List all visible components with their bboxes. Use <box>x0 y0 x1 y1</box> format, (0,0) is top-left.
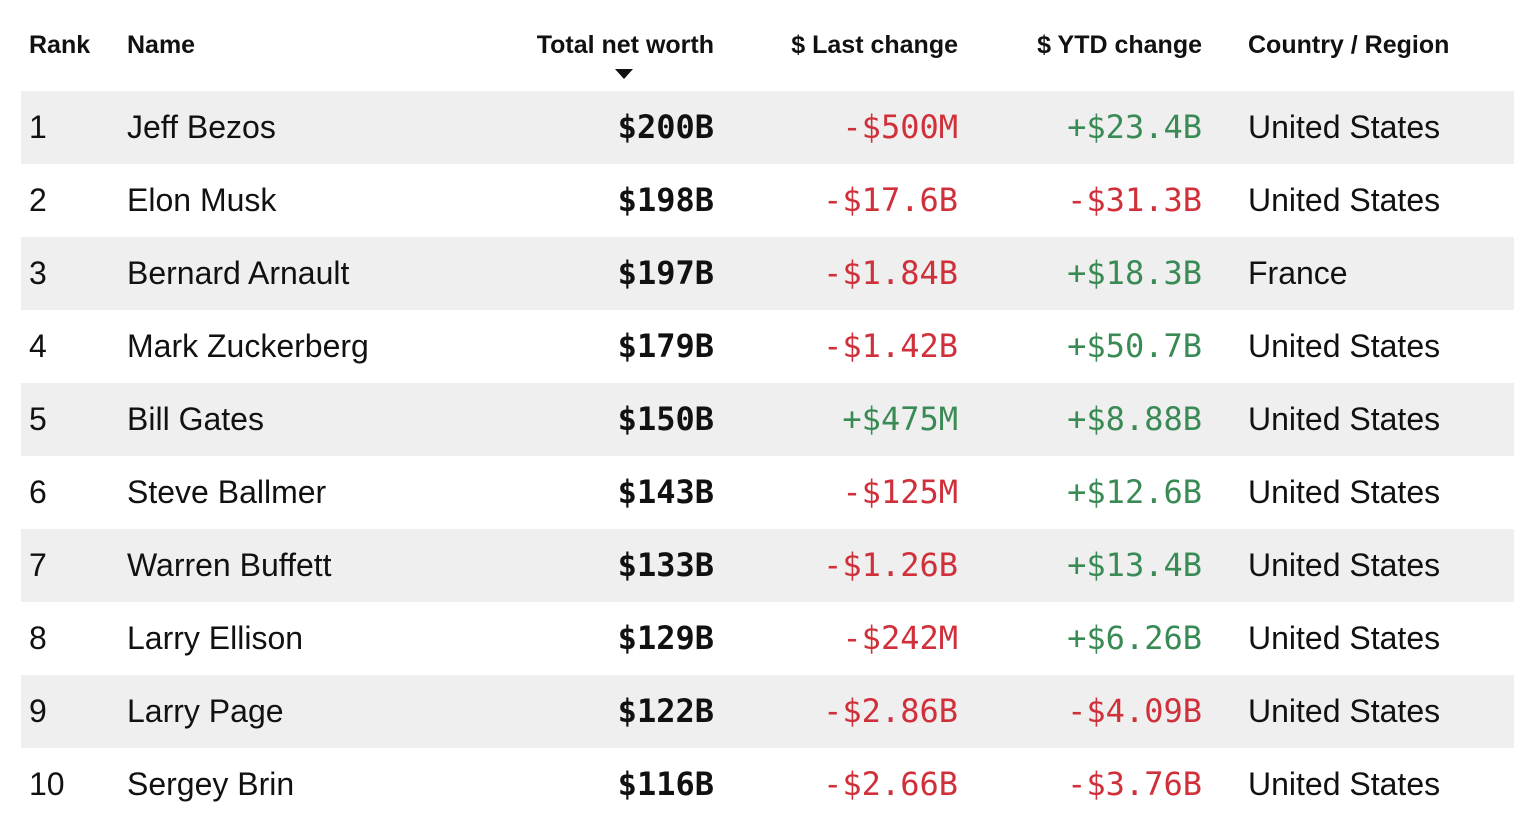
country-cell: United States <box>1248 109 1441 145</box>
table-row[interactable]: 7 Warren Buffett $133B -$1.26B +$13.4B U… <box>21 529 1514 602</box>
country-cell: United States <box>1248 547 1441 583</box>
name-cell[interactable]: Warren Buffett <box>127 547 332 583</box>
name-cell[interactable]: Steve Ballmer <box>127 474 327 510</box>
last-change-cell: -$2.86B <box>823 692 958 730</box>
last-change-cell: -$1.26B <box>823 546 958 584</box>
header-name[interactable]: Name <box>127 31 196 59</box>
header-country[interactable]: Country / Region <box>1248 31 1450 59</box>
net-worth-cell: $129B <box>617 619 714 657</box>
rank-cell: 6 <box>29 474 47 510</box>
name-cell[interactable]: Bill Gates <box>127 401 264 437</box>
net-worth-cell: $122B <box>617 692 714 730</box>
table-row[interactable]: 10 Sergey Brin $116B -$2.66B -$3.76B Uni… <box>21 748 1514 821</box>
name-cell[interactable]: Larry Ellison <box>127 620 304 656</box>
last-change-cell: -$1.84B <box>823 254 958 292</box>
rank-cell: 1 <box>29 109 47 145</box>
last-change-cell: +$475M <box>842 400 958 438</box>
net-worth-cell: $133B <box>617 546 714 584</box>
ytd-change-cell: -$31.3B <box>1067 181 1202 219</box>
ytd-change-cell: +$6.26B <box>1067 619 1202 657</box>
country-cell: United States <box>1248 401 1441 437</box>
last-change-cell: -$2.66B <box>823 765 958 803</box>
last-change-cell: -$125M <box>842 473 958 511</box>
name-cell[interactable]: Jeff Bezos <box>127 109 276 145</box>
net-worth-cell: $198B <box>617 181 714 219</box>
name-cell[interactable]: Mark Zuckerberg <box>127 328 369 364</box>
table-header: Rank Name Total net worth $ Last change … <box>21 0 1514 91</box>
net-worth-cell: $116B <box>617 765 714 803</box>
table-row[interactable]: 3 Bernard Arnault $197B -$1.84B +$18.3B … <box>21 237 1514 310</box>
ytd-change-cell: +$12.6B <box>1067 473 1202 511</box>
rank-cell: 5 <box>29 401 47 437</box>
last-change-cell: -$500M <box>842 108 958 146</box>
table-row[interactable]: 9 Larry Page $122B -$2.86B -$4.09B Unite… <box>21 675 1514 748</box>
header-ytd-change[interactable]: $ YTD change <box>1037 31 1202 59</box>
last-change-cell: -$17.6B <box>823 181 958 219</box>
table-row[interactable]: 2 Elon Musk $198B -$17.6B -$31.3B United… <box>21 164 1514 237</box>
ytd-change-cell: +$23.4B <box>1067 108 1202 146</box>
table-row[interactable]: 4 Mark Zuckerberg $179B -$1.42B +$50.7B … <box>21 310 1514 383</box>
name-cell[interactable]: Sergey Brin <box>127 766 295 802</box>
last-change-cell: -$1.42B <box>823 327 958 365</box>
country-cell: United States <box>1248 474 1441 510</box>
last-change-cell: -$242M <box>842 619 958 657</box>
net-worth-cell: $200B <box>617 108 714 146</box>
caret-down-icon <box>615 69 633 79</box>
net-worth-cell: $197B <box>617 254 714 292</box>
header-last-change[interactable]: $ Last change <box>791 31 958 59</box>
name-cell[interactable]: Bernard Arnault <box>127 255 350 291</box>
rank-cell: 3 <box>29 255 47 291</box>
net-worth-cell: $143B <box>617 473 714 511</box>
ytd-change-cell: +$13.4B <box>1067 546 1202 584</box>
country-cell: United States <box>1248 693 1441 729</box>
table-row[interactable]: 6 Steve Ballmer $143B -$125M +$12.6B Uni… <box>21 456 1514 529</box>
net-worth-cell: $150B <box>617 400 714 438</box>
country-cell: United States <box>1248 328 1441 364</box>
header-net-worth[interactable]: Total net worth <box>536 31 714 59</box>
header-rank[interactable]: Rank <box>29 31 91 59</box>
country-cell: United States <box>1248 766 1441 802</box>
rank-cell: 9 <box>29 693 47 729</box>
net-worth-cell: $179B <box>617 327 714 365</box>
ytd-change-cell: +$8.88B <box>1067 400 1202 438</box>
ytd-change-cell: +$50.7B <box>1067 327 1202 365</box>
table-row[interactable]: 8 Larry Ellison $129B -$242M +$6.26B Uni… <box>21 602 1514 675</box>
rank-cell: 10 <box>29 766 65 802</box>
ytd-change-cell: -$3.76B <box>1067 765 1202 803</box>
ytd-change-cell: -$4.09B <box>1067 692 1202 730</box>
ytd-change-cell: +$18.3B <box>1067 254 1202 292</box>
table-row[interactable]: 5 Bill Gates $150B +$475M +$8.88B United… <box>21 383 1514 456</box>
rank-cell: 2 <box>29 182 47 218</box>
table-row[interactable]: 1 Jeff Bezos $200B -$500M +$23.4B United… <box>21 91 1514 164</box>
rank-cell: 8 <box>29 620 47 656</box>
rank-cell: 7 <box>29 547 47 583</box>
name-cell[interactable]: Elon Musk <box>127 182 277 218</box>
country-cell: France <box>1248 255 1348 291</box>
country-cell: United States <box>1248 182 1441 218</box>
country-cell: United States <box>1248 620 1441 656</box>
billionaires-table: Rank Name Total net worth $ Last change … <box>21 0 1514 821</box>
name-cell[interactable]: Larry Page <box>127 693 284 729</box>
rank-cell: 4 <box>29 328 47 364</box>
